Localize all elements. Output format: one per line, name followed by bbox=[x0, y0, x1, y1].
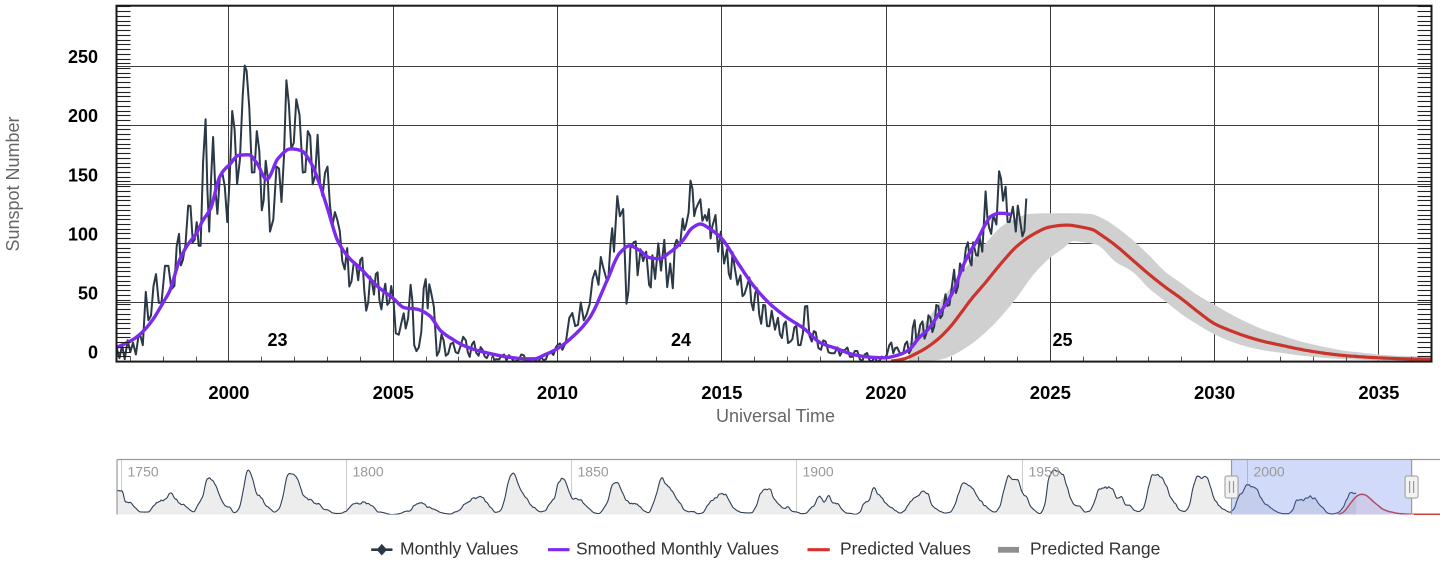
svg-text:Predicted Values: Predicted Values bbox=[840, 539, 971, 559]
svg-text:50: 50 bbox=[78, 284, 98, 304]
svg-text:2000: 2000 bbox=[1254, 464, 1285, 480]
svg-text:100: 100 bbox=[68, 224, 98, 244]
svg-text:250: 250 bbox=[68, 47, 98, 67]
svg-text:2035: 2035 bbox=[1358, 382, 1399, 403]
svg-text:1950: 1950 bbox=[1029, 464, 1060, 480]
svg-text:1750: 1750 bbox=[128, 464, 159, 480]
svg-text:2010: 2010 bbox=[537, 382, 578, 403]
svg-text:200: 200 bbox=[68, 106, 98, 126]
svg-text:1850: 1850 bbox=[578, 464, 609, 480]
svg-text:Sunspot Number: Sunspot Number bbox=[3, 116, 23, 251]
svg-text:2020: 2020 bbox=[865, 382, 906, 403]
svg-text:2015: 2015 bbox=[701, 382, 742, 403]
svg-text:2030: 2030 bbox=[1194, 382, 1235, 403]
svg-text:Predicted Range: Predicted Range bbox=[1030, 539, 1160, 559]
svg-text:1800: 1800 bbox=[353, 464, 384, 480]
svg-text:1900: 1900 bbox=[803, 464, 834, 480]
svg-text:24: 24 bbox=[671, 330, 691, 350]
svg-text:Smoothed Monthly Values: Smoothed Monthly Values bbox=[576, 539, 779, 559]
svg-text:25: 25 bbox=[1052, 330, 1072, 350]
svg-text:Universal Time: Universal Time bbox=[716, 406, 835, 426]
svg-text:23: 23 bbox=[267, 330, 287, 350]
svg-text:2025: 2025 bbox=[1030, 382, 1071, 403]
svg-text:150: 150 bbox=[68, 165, 98, 185]
svg-text:2005: 2005 bbox=[373, 382, 414, 403]
svg-text:0: 0 bbox=[88, 343, 98, 363]
svg-text:Monthly Values: Monthly Values bbox=[400, 539, 519, 559]
svg-text:2000: 2000 bbox=[208, 382, 249, 403]
